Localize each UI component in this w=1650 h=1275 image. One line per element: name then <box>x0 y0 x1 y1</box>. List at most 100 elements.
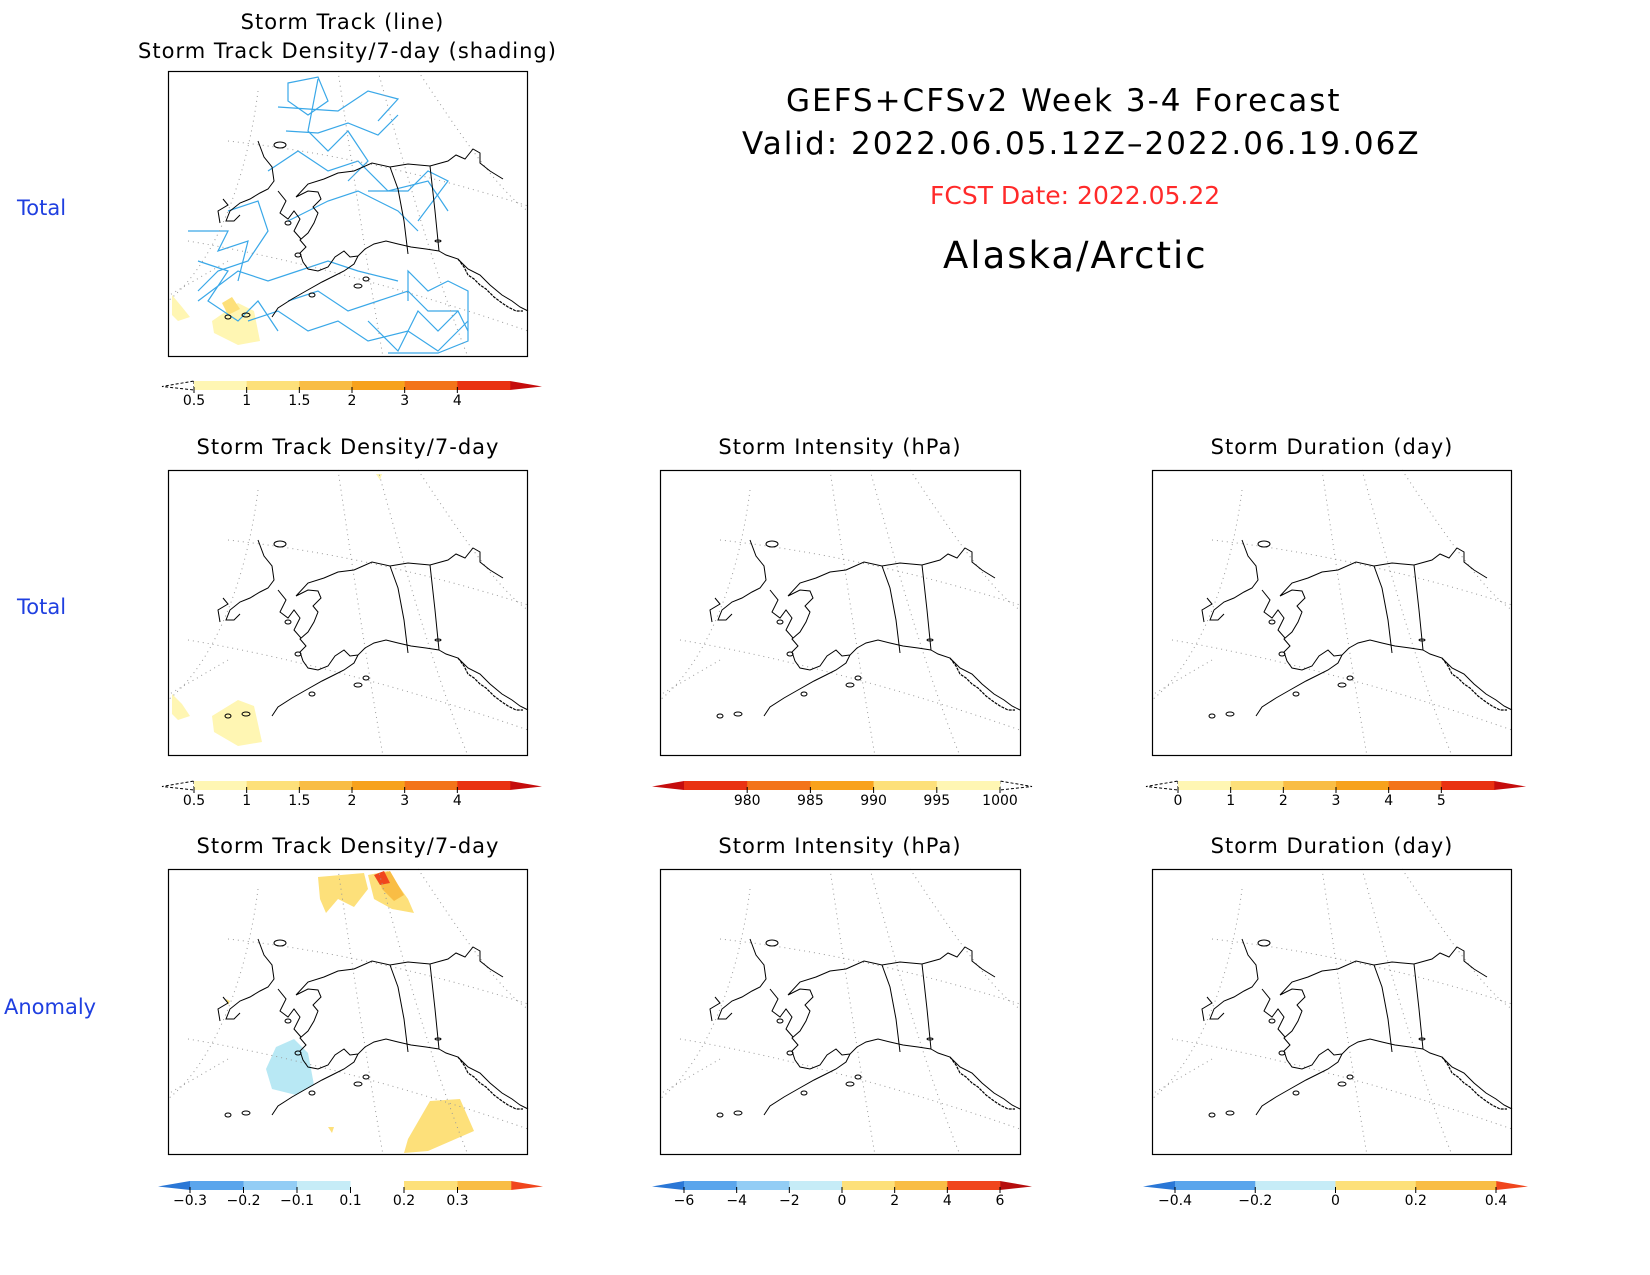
island <box>926 638 934 642</box>
graticule-line <box>227 938 529 1005</box>
panel5-title: Storm Track Density/7-day <box>196 834 500 858</box>
island <box>362 276 370 282</box>
colorbar-tick-label: 4 <box>453 393 462 409</box>
density-shading-low <box>212 700 262 746</box>
island <box>716 1112 724 1118</box>
colorbar-end-triangle <box>1496 1181 1528 1190</box>
graticule-line <box>659 888 751 1100</box>
panel2-title: Storm Track Density/7-day <box>196 435 500 459</box>
island <box>284 619 292 625</box>
track-density-anomaly-map <box>167 868 529 1156</box>
border-line <box>389 964 409 1053</box>
siberia-coast <box>709 938 767 1022</box>
border-line <box>1373 565 1393 654</box>
graticule-line <box>337 469 384 757</box>
graticule-line <box>1151 888 1243 1100</box>
map-base <box>1151 868 1513 1156</box>
island <box>284 1018 292 1024</box>
density-shading-low <box>172 694 190 720</box>
coastline <box>763 547 1021 717</box>
border-line <box>881 565 901 654</box>
colorbar-tick-label: −0.2 <box>227 1193 261 1209</box>
duration-anomaly-map <box>1151 868 1513 1156</box>
island <box>800 1090 808 1096</box>
colorbar-tick-label: 4 <box>943 1193 952 1209</box>
graticule-line <box>829 868 876 1156</box>
island <box>800 691 808 697</box>
colorbar-segment <box>404 781 458 790</box>
panel7-title: Storm Duration (day) <box>1210 834 1454 858</box>
colorbar-segment <box>842 1181 895 1190</box>
island <box>1268 619 1276 625</box>
graticule-line <box>167 90 259 302</box>
colorbar-tick-label: 1 <box>242 393 251 409</box>
duration-colorbar-anomaly: −0.4 −0.2 0 0.2 0.4 <box>1143 1181 1528 1209</box>
island <box>273 540 287 548</box>
colorbar-tick-label: 0.3 <box>446 1193 468 1209</box>
anomaly-positive <box>328 1127 334 1133</box>
island <box>241 1110 251 1116</box>
island <box>1346 1074 1354 1080</box>
colorbar-tick-label: 0 <box>1174 793 1183 809</box>
graticule-line <box>167 888 259 1100</box>
island <box>786 1050 794 1056</box>
map-frame <box>659 868 1022 1156</box>
storm-track-line <box>188 230 249 282</box>
island <box>1418 1037 1426 1041</box>
colorbar-segment <box>1388 781 1442 790</box>
colorbar-segment <box>404 381 458 390</box>
colorbar-segment <box>457 1181 512 1190</box>
colorbar-segment <box>810 781 874 790</box>
storm-track-line <box>388 269 469 354</box>
colorbar-segment <box>190 1181 244 1190</box>
storm-track-line <box>287 76 329 116</box>
graticule-line <box>869 868 961 1156</box>
coastline <box>271 547 529 717</box>
panhandle-islands <box>1441 1056 1507 1110</box>
graticule-line <box>417 868 529 1010</box>
graticule-line <box>679 639 1021 731</box>
graticule-line <box>869 469 961 757</box>
colorbar-open-end <box>161 780 195 791</box>
colorbar-tick-label: −0.3 <box>173 1193 207 1209</box>
map-base <box>659 868 1021 1156</box>
island <box>224 314 232 320</box>
island <box>273 141 287 149</box>
colorbar-tick-label: −0.4 <box>1158 1193 1192 1209</box>
coastline <box>763 946 1021 1116</box>
colorbar-open-end <box>1145 780 1179 791</box>
density-shading-low <box>376 474 382 480</box>
graticule-line <box>337 70 384 358</box>
colorbar-segment <box>299 381 353 390</box>
anomaly-positive <box>318 873 368 913</box>
graticule-line <box>1321 469 1368 757</box>
island <box>434 638 442 642</box>
colorbar-end-triangle <box>510 781 542 790</box>
colorbar-segment <box>1441 781 1495 790</box>
panhandle-islands <box>457 1056 523 1110</box>
colorbar-tick-label: 5 <box>1437 793 1446 809</box>
island <box>1346 675 1354 681</box>
graticule-line <box>1401 469 1513 611</box>
density-shading-low <box>172 295 190 321</box>
island <box>1292 691 1300 697</box>
map-base <box>1151 469 1513 757</box>
island <box>308 691 316 697</box>
anomaly-positive <box>226 999 230 1005</box>
island <box>241 312 251 318</box>
colorbar-tick-label: 980 <box>734 793 761 809</box>
siberia-coast <box>1201 938 1259 1022</box>
island <box>308 292 316 298</box>
siberia-coast <box>217 938 275 1022</box>
colorbar-segment <box>194 781 247 790</box>
island <box>1257 939 1271 947</box>
intensity-colorbar-anomaly: −6 −4 −2 0 2 4 6 <box>652 1181 1032 1209</box>
graticule-line <box>1151 1058 1213 1095</box>
island <box>786 651 794 657</box>
colorbar-tick-label: 3 <box>1332 793 1341 809</box>
colorbar-tick-label: 0.2 <box>393 1193 415 1209</box>
intensity-total-map <box>659 469 1022 757</box>
siberia-coast <box>709 539 767 623</box>
storm-track-line <box>277 90 400 122</box>
island <box>776 1018 784 1024</box>
